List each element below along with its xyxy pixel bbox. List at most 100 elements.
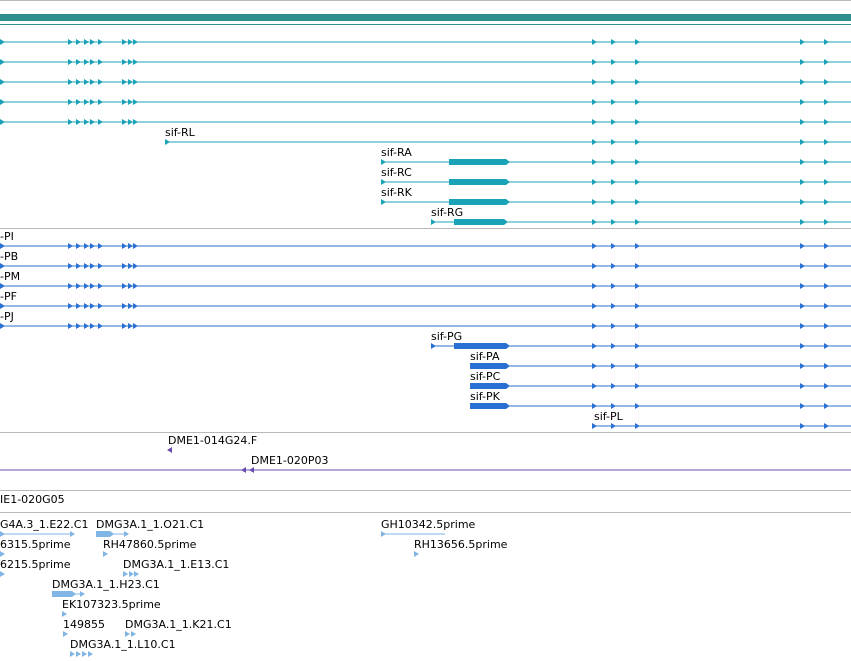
transcript-a-4[interactable]	[0, 116, 851, 128]
est-dmg3a-h23[interactable]	[0, 588, 851, 600]
feature-label-pi[interactable]: -PI	[0, 230, 14, 243]
feature-label-rh47860[interactable]: RH47860.5prime	[103, 538, 197, 551]
est-dmg3a-o21[interactable]	[0, 528, 851, 540]
feature-label-gh10342[interactable]: GH10342.5prime	[381, 518, 476, 531]
strand-arrow	[800, 383, 805, 389]
feature-label-dmg3a-k21[interactable]: DMG3A.1_1.K21.C1	[125, 618, 232, 631]
clone-dme1-014g24-f[interactable]	[0, 444, 851, 456]
strand-arrow	[133, 323, 138, 329]
est-gh10342[interactable]	[0, 528, 851, 540]
strand-arrow	[611, 243, 616, 249]
strand-arrow	[824, 39, 829, 45]
transcript-b-3[interactable]	[0, 300, 851, 312]
feature-label-pb[interactable]: -PB	[0, 250, 19, 263]
feature-label-sif-rc[interactable]: sif-RC	[381, 166, 412, 179]
feature-label-pm[interactable]: -PM	[0, 270, 21, 283]
strand-arrow	[68, 263, 73, 269]
feature-label-sif-pa[interactable]: sif-PA	[470, 350, 500, 363]
feature-label-dmg3a-e13[interactable]: DMG3A.1_1.E13.C1	[123, 558, 230, 571]
feature-label-dmg3a-h23[interactable]: DMG3A.1_1.H23.C1	[52, 578, 160, 591]
est-dmg3a-l10[interactable]	[0, 648, 851, 660]
feature-label-dme1-020p03[interactable]: DME1-020P03	[251, 454, 329, 467]
strand-arrow	[800, 283, 805, 289]
strand-arrow	[98, 303, 103, 309]
feature-label-6315[interactable]: 6315.5prime	[0, 538, 71, 551]
feature-label-sif-pk[interactable]: sif-PK	[470, 390, 500, 403]
est-rh47860[interactable]	[0, 548, 851, 560]
est-rh13656[interactable]	[0, 548, 851, 560]
feature-label-sif-pl[interactable]: sif-PL	[594, 410, 623, 423]
strand-arrow	[592, 219, 597, 225]
transcript-sif-pk[interactable]	[0, 400, 851, 412]
strand-arrow	[134, 571, 139, 577]
feature-label-ek107323[interactable]: EK107323.5prime	[62, 598, 161, 611]
est-ek107323[interactable]	[0, 608, 851, 620]
strand-arrow	[133, 39, 138, 45]
est-dmg3a-k21[interactable]	[0, 628, 851, 640]
feature-label-sif-rg[interactable]: sif-RG	[431, 206, 464, 219]
transcript-a-1[interactable]	[0, 56, 851, 68]
est-149855[interactable]	[0, 628, 851, 640]
transcript-sif-pl[interactable]	[0, 420, 851, 432]
transcript-sif-ra[interactable]	[0, 156, 851, 168]
strand-arrow	[635, 79, 640, 85]
strand-arrow	[98, 119, 103, 125]
est-6315[interactable]	[0, 548, 851, 560]
transcript-a-2[interactable]	[0, 76, 851, 88]
strand-arrow	[635, 283, 640, 289]
clone-dme1-020p03[interactable]	[0, 464, 851, 476]
transcript-sif-rk[interactable]	[0, 196, 851, 208]
strand-arrow	[76, 303, 81, 309]
transcript-sif-pa[interactable]	[0, 360, 851, 372]
transcript-sif-pg[interactable]	[0, 340, 851, 352]
strand-arrow	[0, 99, 5, 105]
feature-label-sif-ra[interactable]: sif-RA	[381, 146, 412, 159]
feature-label-dmg3a-o21[interactable]: DMG3A.1_1.O21.C1	[96, 518, 205, 531]
transcript-b-4[interactable]	[0, 320, 851, 332]
feature-label-dmg3a-l10[interactable]: DMG3A.1_1.L10.C1	[70, 638, 176, 651]
feature-label-g4a3-e22[interactable]: G4A.3_1.E22.C1	[0, 518, 89, 531]
transcript-sif-rg[interactable]	[0, 216, 851, 228]
feature-label-sif-rl[interactable]: sif-RL	[165, 126, 195, 139]
strand-arrow	[824, 139, 829, 145]
strand-arrow	[76, 243, 81, 249]
transcript-sif-rc[interactable]	[0, 176, 851, 188]
strand-arrow	[98, 59, 103, 65]
strand-arrow	[800, 343, 805, 349]
transcript-b-2[interactable]	[0, 280, 851, 292]
transcript-sif-pc[interactable]	[0, 380, 851, 392]
feature-label-ie1-020g05[interactable]: IE1-020G05	[0, 493, 65, 506]
strand-arrow	[167, 447, 172, 453]
est-dmg3a-e13[interactable]	[0, 568, 851, 580]
strand-arrow	[128, 119, 133, 125]
feature-label-149855[interactable]: 149855	[63, 618, 105, 631]
strand-arrow	[90, 119, 95, 125]
feature-label-sif-rk[interactable]: sif-RK	[381, 186, 412, 199]
exon-block	[449, 199, 506, 205]
strand-arrow	[68, 243, 73, 249]
strand-arrow	[592, 403, 597, 409]
transcript-b-0[interactable]	[0, 240, 851, 252]
strand-arrow	[122, 243, 127, 249]
transcript-a-3[interactable]	[0, 96, 851, 108]
strand-arrow	[800, 119, 805, 125]
feature-label-rh13656[interactable]: RH13656.5prime	[414, 538, 508, 551]
strand-arrow	[592, 139, 597, 145]
strand-arrow	[592, 119, 597, 125]
strand-arrow	[800, 99, 805, 105]
feature-label-pj[interactable]: -PJ	[0, 310, 14, 323]
transcript-sif-rl[interactable]	[0, 136, 851, 148]
strand-arrow	[63, 631, 68, 637]
feature-label-dme1-014g24-f[interactable]: DME1-014G24.F	[168, 434, 258, 447]
feature-label-6215[interactable]: 6215.5prime	[0, 558, 71, 571]
exon-block	[470, 383, 506, 389]
strand-arrow	[0, 39, 5, 45]
feature-label-pf[interactable]: -PF	[0, 290, 17, 303]
feature-label-sif-pc[interactable]: sif-PC	[470, 370, 501, 383]
transcript-a-0[interactable]	[0, 36, 851, 48]
est-g4a3-e22[interactable]	[0, 528, 851, 540]
est-6215[interactable]	[0, 568, 851, 580]
transcript-b-1[interactable]	[0, 260, 851, 272]
feature-label-sif-pg[interactable]: sif-PG	[431, 330, 463, 343]
strand-arrow	[381, 159, 386, 165]
